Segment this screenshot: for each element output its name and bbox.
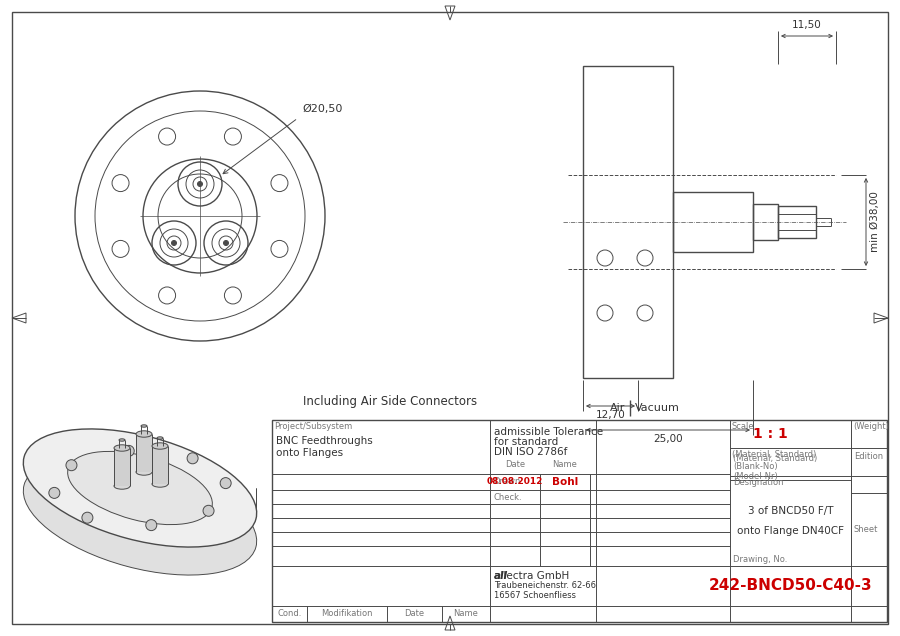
Text: Modifikation: Modifikation [321,609,373,618]
Text: Including Air Side Connectors: Including Air Side Connectors [303,394,477,408]
Text: 25,00: 25,00 [653,434,683,444]
Ellipse shape [141,425,147,427]
Text: (Weight): (Weight) [853,422,889,431]
Circle shape [187,453,198,464]
Circle shape [146,520,157,530]
Bar [753,204,778,240]
Circle shape [197,181,202,186]
Text: Designation: Designation [733,478,784,487]
Ellipse shape [152,481,168,487]
Ellipse shape [119,439,125,441]
Text: 12,70: 12,70 [596,410,626,420]
Text: 1 : 1: 1 : 1 [752,427,788,441]
Text: min Ø38,00: min Ø38,00 [870,191,880,252]
Circle shape [203,505,214,516]
Text: admissible Tolerance: admissible Tolerance [494,427,603,437]
Bar [272,420,887,622]
Circle shape [123,445,134,457]
Polygon shape [136,434,152,472]
Circle shape [223,240,229,245]
Ellipse shape [136,469,152,475]
Text: Drawing, No.: Drawing, No. [733,555,788,564]
Polygon shape [152,446,168,484]
Text: all: all [494,571,508,581]
Text: Project/Subsystem: Project/Subsystem [274,422,352,431]
Text: (Material, Standard): (Material, Standard) [732,450,816,459]
Text: Vacuum: Vacuum [635,403,680,413]
Bar [778,206,816,238]
Text: onto Flanges: onto Flanges [276,448,343,458]
Ellipse shape [114,445,130,451]
Circle shape [172,240,176,245]
Bar [673,192,753,252]
Text: Scale: Scale [732,422,754,431]
Text: (Blank-No): (Blank-No) [733,462,778,471]
Text: (Model-Nr): (Model-Nr) [733,471,778,481]
Circle shape [220,478,231,488]
Text: Date: Date [505,460,525,469]
Polygon shape [114,448,130,486]
Text: Cond.: Cond. [277,609,302,618]
Ellipse shape [152,443,168,449]
Bar [583,66,673,378]
Circle shape [82,512,93,523]
Circle shape [66,460,77,471]
Text: 08.08.2012: 08.08.2012 [487,478,544,487]
Circle shape [49,487,59,499]
Text: allectra GmbH: allectra GmbH [494,571,569,581]
Ellipse shape [23,457,256,575]
Text: Edition: Edition [854,452,883,461]
Ellipse shape [23,429,256,547]
Ellipse shape [136,431,152,437]
Text: for standard: for standard [494,437,558,447]
Ellipse shape [68,452,212,525]
Ellipse shape [157,437,163,439]
Text: Bohl: Bohl [552,477,578,487]
Text: 16567 Schoenfliess: 16567 Schoenfliess [494,591,576,600]
Text: Name: Name [454,609,479,618]
Text: Drawn: Drawn [493,478,520,487]
Text: (Material, Standard): (Material, Standard) [733,453,817,462]
Text: 3 of BNCD50 F/T: 3 of BNCD50 F/T [748,506,833,516]
Text: 11,50: 11,50 [792,20,822,30]
Text: Sheet: Sheet [854,525,878,534]
Text: Traubeneichenstr. 62-66: Traubeneichenstr. 62-66 [494,581,596,590]
Text: DIN ISO 2786f: DIN ISO 2786f [494,447,567,457]
Ellipse shape [114,483,130,489]
Text: Check.: Check. [493,492,522,502]
Text: Name: Name [553,460,578,469]
Text: 242-BNCD50-C40-3: 242-BNCD50-C40-3 [708,579,872,593]
Text: onto Flange DN40CF: onto Flange DN40CF [737,526,844,536]
Text: BNC Feedthroughs: BNC Feedthroughs [276,436,373,446]
Text: Ø20,50: Ø20,50 [302,104,342,114]
Text: Air: Air [609,403,625,413]
Text: Date: Date [404,609,425,618]
